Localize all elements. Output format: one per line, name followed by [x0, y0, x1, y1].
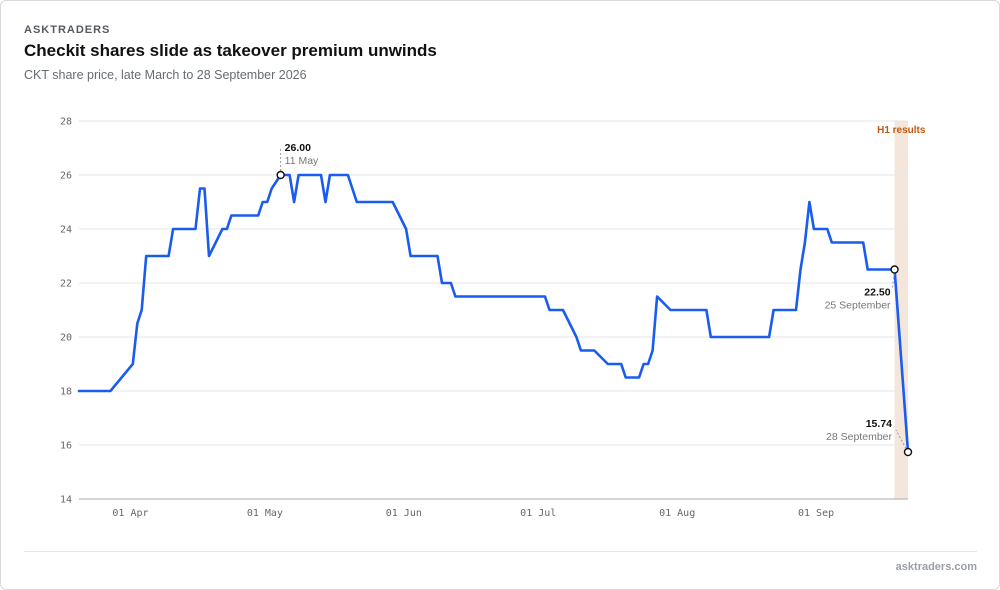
y-tick-label: 14 — [60, 495, 72, 506]
y-tick-label: 22 — [60, 279, 72, 290]
x-tick-label: 01 Aug — [659, 508, 695, 519]
annotation-leader — [892, 269, 896, 288]
price-chart: H1 results 14 16 18 20 22 24 26 28 01 Apr 01 May 01… — [60, 117, 926, 520]
annotation-value: 26.00 — [285, 142, 311, 154]
y-tick-label: 28 — [60, 117, 72, 128]
annotation-marker — [276, 170, 285, 180]
x-tick-label: 01 May — [247, 508, 283, 519]
y-tick-label: 16 — [60, 441, 72, 452]
footer-divider — [24, 551, 977, 552]
annotation-marker — [903, 447, 913, 457]
chart-subtitle: CKT share price, late March to 28 Septem… — [24, 68, 307, 82]
x-tick-label: 01 Jun — [386, 508, 422, 519]
annotation-date: 28 September — [826, 431, 892, 443]
y-tick-label: 24 — [60, 225, 72, 236]
annotation-date: 25 September — [825, 300, 891, 312]
source-label: asktraders.com — [895, 561, 977, 573]
annotation-value: 22.50 — [864, 287, 890, 299]
brand-label: ASKTRADERS — [24, 24, 111, 36]
annotation-date: 11 May — [285, 155, 319, 167]
x-tick-label: 01 Jul — [520, 508, 556, 519]
event-band-label: H1 results — [877, 125, 926, 136]
annotation-value: 15.74 — [866, 418, 892, 430]
y-tick-label: 18 — [60, 387, 72, 398]
chart-title: Checkit shares slide as takeover premium… — [24, 41, 437, 60]
y-tick-label: 26 — [60, 171, 72, 182]
annotation-marker — [890, 265, 899, 274]
price-line — [77, 173, 910, 454]
y-tick-label: 20 — [60, 333, 72, 344]
x-tick-label: 01 Sep — [798, 508, 834, 519]
x-tick-label: 01 Apr — [112, 508, 148, 519]
